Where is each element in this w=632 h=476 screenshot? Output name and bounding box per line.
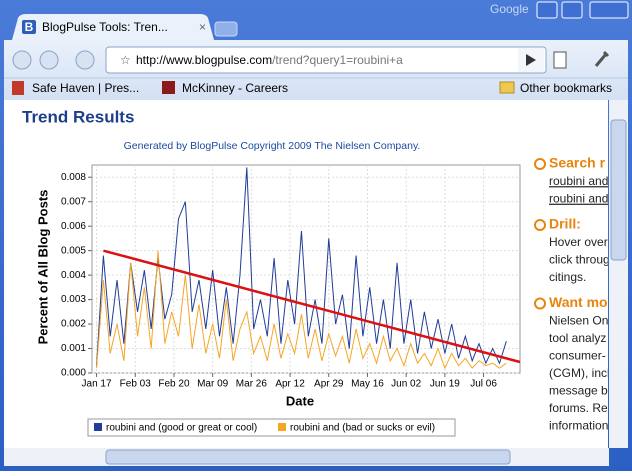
sidebar-text: message b — [549, 384, 608, 398]
y-tick-label: 0.002 — [61, 319, 86, 330]
y-tick-label: 0.006 — [61, 221, 86, 232]
series-line — [96, 167, 507, 366]
sidebar-link[interactable]: roubini and — [549, 174, 608, 188]
tools-menu[interactable] — [594, 50, 610, 67]
folder-icon — [499, 81, 515, 94]
tab-title[interactable]: BlogPulse Tools: Tren... — [42, 20, 168, 34]
x-tick-label: Mar 09 — [197, 379, 229, 390]
sidebar-text: Hover over — [549, 235, 608, 249]
page-menu[interactable] — [553, 51, 567, 69]
y-tick-label: 0.003 — [61, 294, 86, 305]
x-tick-label: Feb 20 — [158, 379, 190, 390]
close[interactable] — [589, 1, 629, 19]
x-tick-label: May 16 — [351, 379, 384, 390]
sidebar-title: Search r — [549, 155, 606, 171]
star[interactable]: ☆ — [120, 53, 131, 67]
h-thumb[interactable] — [105, 449, 511, 465]
chart-title: Generated by BlogPulse Copyright 2009 Th… — [124, 140, 421, 152]
y-axis-label: Percent of All Blog Posts — [35, 190, 50, 345]
series-line — [96, 250, 507, 370]
x-tick-label: Jan 17 — [82, 379, 112, 390]
url-host: http://www.blogpulse.com — [136, 53, 272, 67]
sidebar-link[interactable]: roubini and — [549, 192, 608, 206]
sidebar-title: Want mo — [549, 294, 608, 310]
favicon — [22, 20, 36, 34]
favicon-letter: B — [25, 20, 34, 34]
y-tick-label: 0.001 — [61, 343, 86, 354]
v-thumb[interactable] — [610, 119, 627, 261]
arrow-icon — [534, 158, 546, 170]
x-tick-label: Jun 02 — [391, 379, 421, 390]
url[interactable]: http://www.blogpulse.com/trend?query1=ro… — [136, 53, 403, 67]
tab-close[interactable]: × — [199, 20, 206, 34]
omnibox[interactable] — [105, 46, 547, 74]
legend-swatch — [94, 423, 102, 431]
sidebar-text: (CGM), incl — [549, 366, 610, 380]
reload[interactable] — [75, 50, 95, 70]
other-bookmarks[interactable]: Other bookmarks — [520, 81, 612, 95]
bookmark-icon — [162, 81, 175, 94]
tab[interactable] — [12, 14, 214, 40]
new-tab[interactable] — [214, 21, 238, 37]
sidebar-text: click throug — [549, 253, 610, 267]
forward[interactable] — [39, 50, 59, 70]
bookmark-icon — [12, 81, 24, 95]
legend-label: roubini and (bad or sucks or evil) — [290, 423, 435, 434]
sidebar: Search r roubini and roubini and Drill: Hove… — [534, 155, 610, 433]
brand: Google — [490, 2, 529, 16]
back[interactable] — [12, 50, 32, 70]
bookmark[interactable]: McKinney - Careers — [182, 81, 288, 95]
x-tick-label: Apr 12 — [275, 379, 305, 390]
y-tick-label: 0.005 — [61, 245, 86, 256]
bookmark[interactable]: Safe Haven | Pres... — [32, 81, 139, 95]
sidebar-title: Drill: — [549, 216, 581, 232]
maximize[interactable] — [561, 1, 583, 19]
sidebar-text: Nielsen On — [549, 314, 608, 328]
arrow-icon — [534, 219, 546, 231]
x-tick-label: Mar 26 — [236, 379, 268, 390]
minimize[interactable] — [536, 1, 558, 19]
x-tick-label: Jul 06 — [470, 379, 497, 390]
y-tick-label: 0.007 — [61, 196, 86, 207]
y-tick-label: 0.004 — [61, 270, 86, 281]
trend-line — [103, 249, 521, 364]
x-axis-label: Date — [286, 393, 314, 408]
arrow-icon — [534, 297, 546, 310]
x-tick-label: Feb 03 — [120, 379, 152, 390]
y-tick-label: 0.000 — [61, 368, 86, 379]
x-tick-label: Jun 19 — [430, 379, 460, 390]
page-heading: Trend Results — [22, 107, 134, 126]
legend-label: roubini and (good or great or cool) — [106, 423, 257, 434]
legend-swatch — [278, 423, 286, 431]
sidebar-text: tool analyz — [549, 331, 606, 345]
sidebar-text: consumer- — [549, 349, 606, 363]
sidebar-text: citings. — [549, 270, 586, 284]
sidebar-text: forums. Re — [549, 401, 608, 415]
x-tick-label: Apr 29 — [314, 379, 344, 390]
y-tick-label: 0.008 — [61, 172, 86, 183]
content: Trend Results Generated by BlogPulse Cop… — [22, 107, 610, 437]
url-rest: /trend?query1=roubini+a — [272, 53, 403, 67]
sidebar-text: information — [549, 419, 608, 433]
legend — [87, 418, 456, 437]
go-icon — [526, 54, 536, 66]
